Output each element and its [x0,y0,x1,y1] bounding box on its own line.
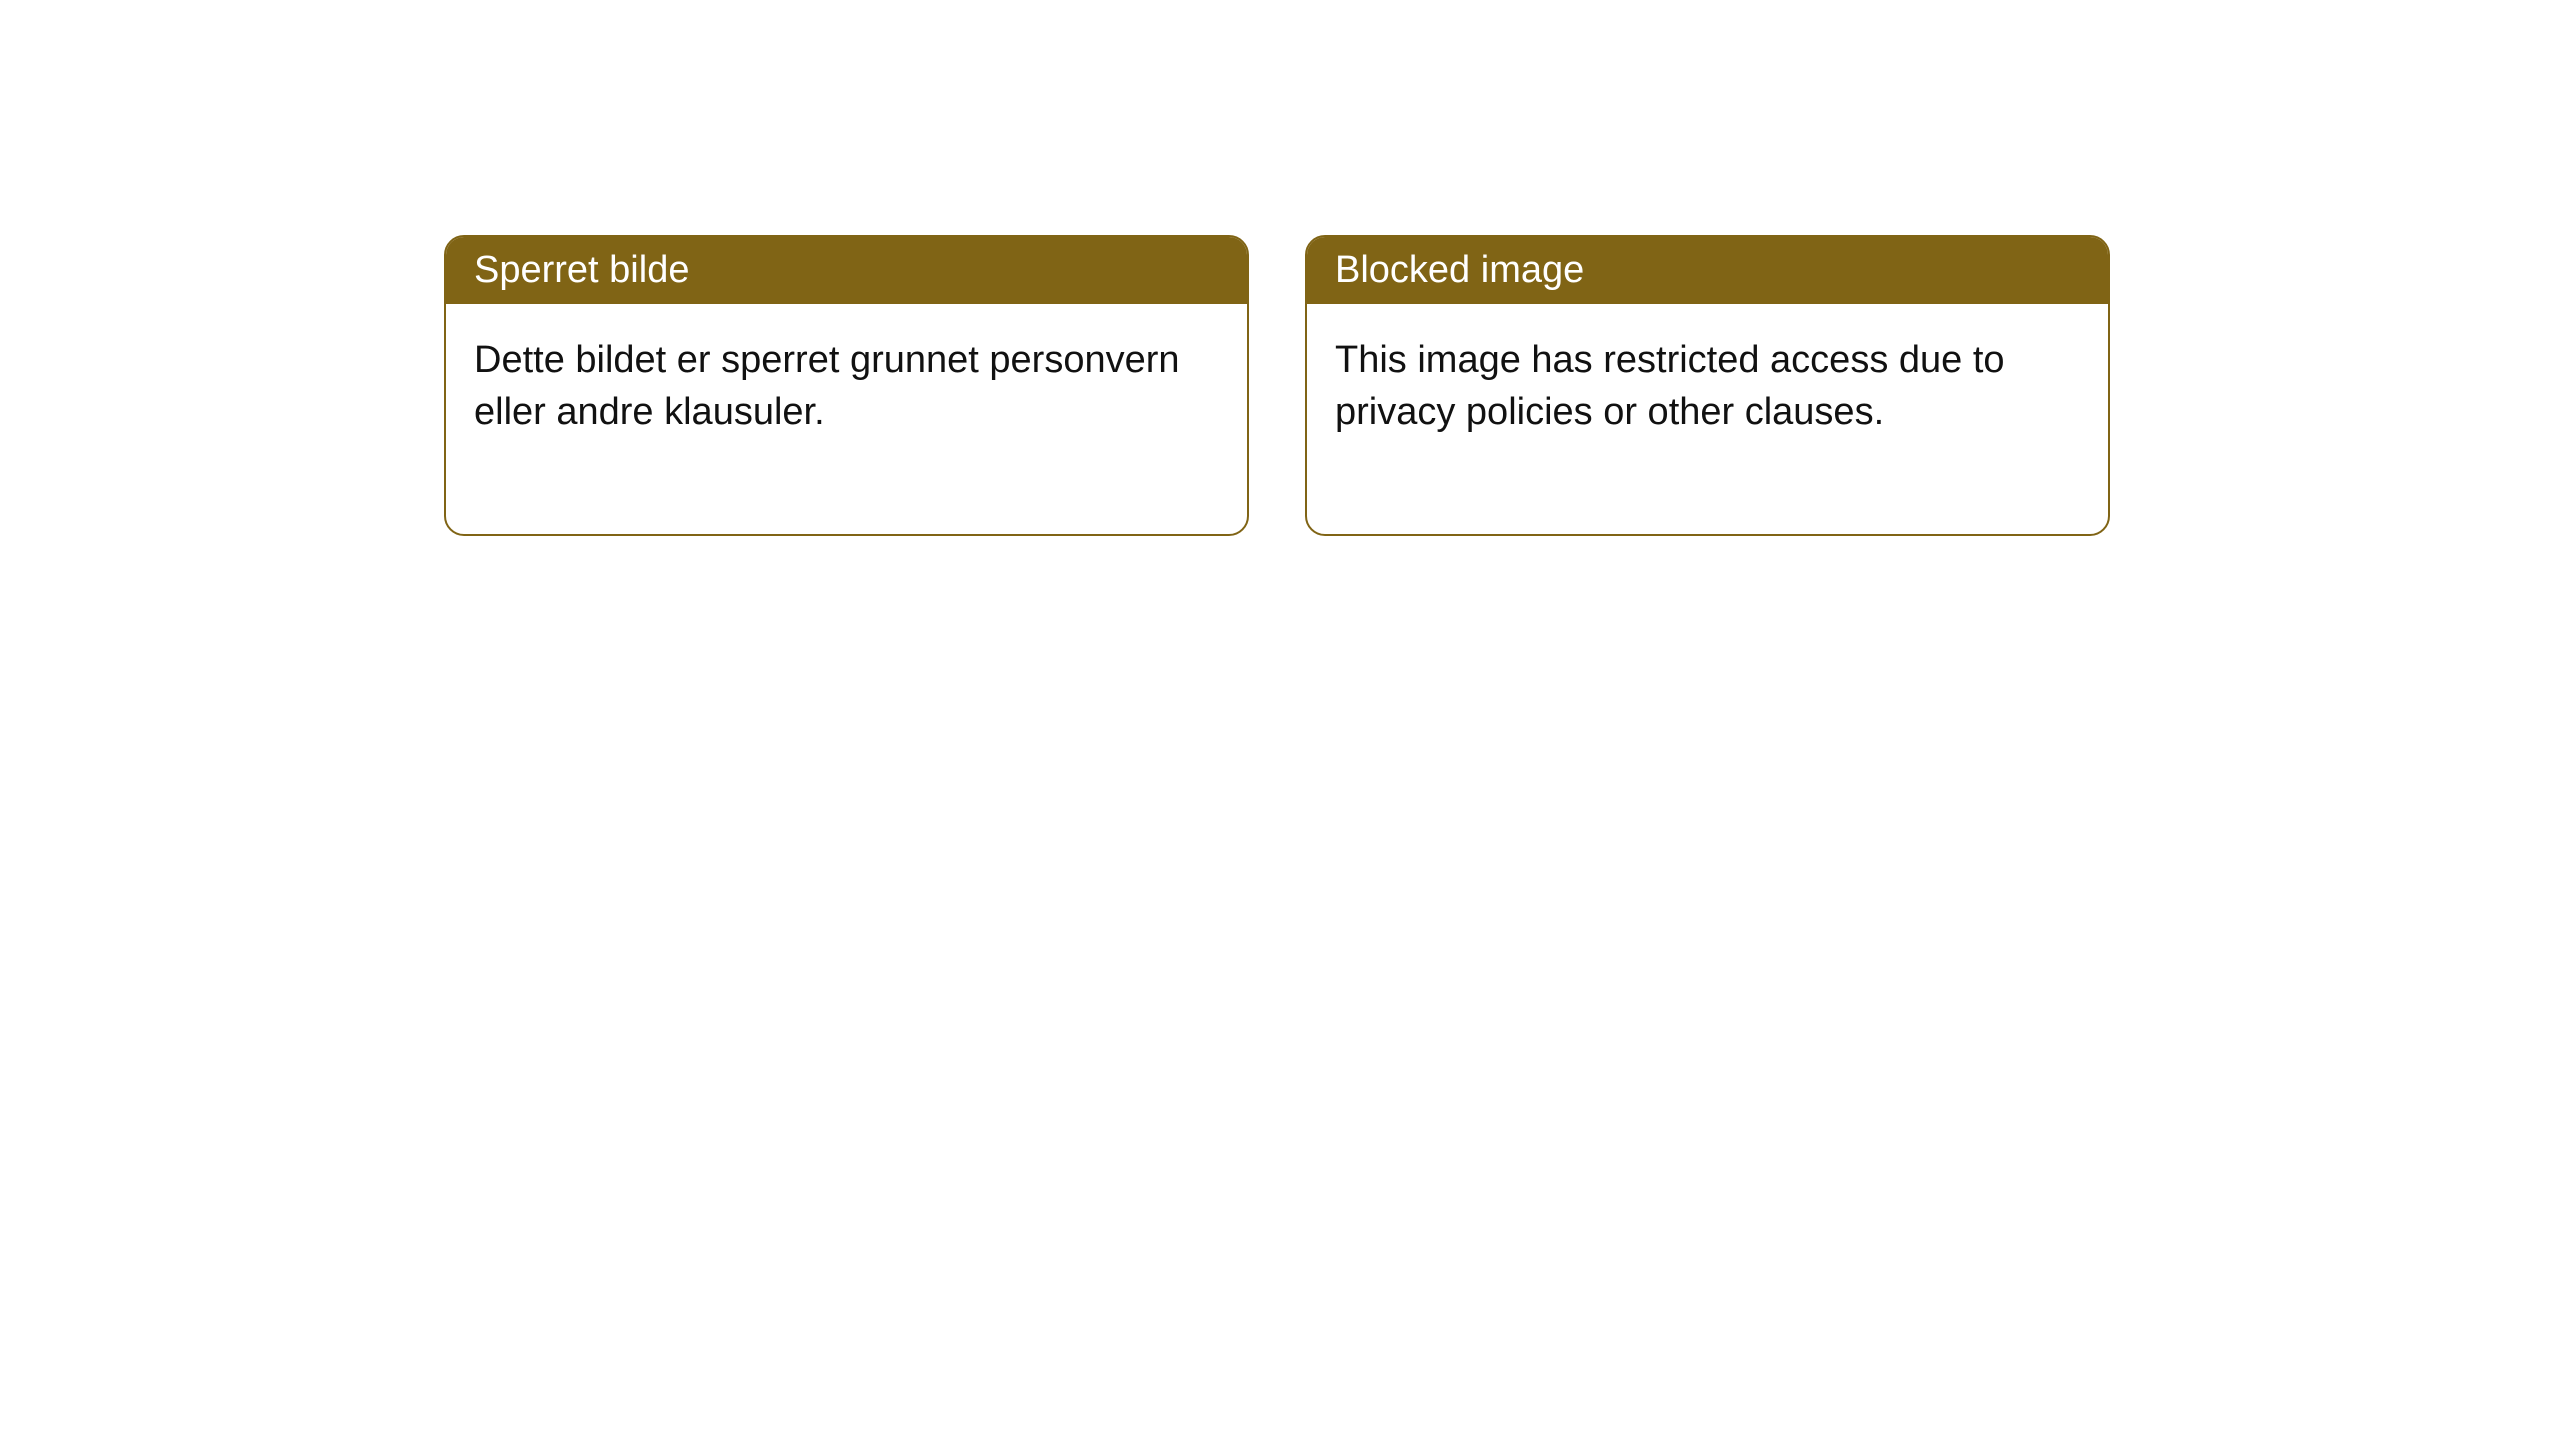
card-body-text: Dette bildet er sperret grunnet personve… [474,339,1180,433]
card-header-title: Sperret bilde [474,249,689,291]
blocked-image-card-no: Sperret bilde Dette bildet er sperret gr… [444,235,1249,536]
card-body-text: This image has restricted access due to … [1335,339,2005,433]
blocked-image-card-en: Blocked image This image has restricted … [1305,235,2110,536]
card-header-title: Blocked image [1335,249,1584,291]
notice-cards-container: Sperret bilde Dette bildet er sperret gr… [444,235,2110,536]
card-body: Dette bildet er sperret grunnet personve… [446,304,1247,534]
card-header: Sperret bilde [446,237,1247,304]
card-body: This image has restricted access due to … [1307,304,2108,534]
card-header: Blocked image [1307,237,2108,304]
